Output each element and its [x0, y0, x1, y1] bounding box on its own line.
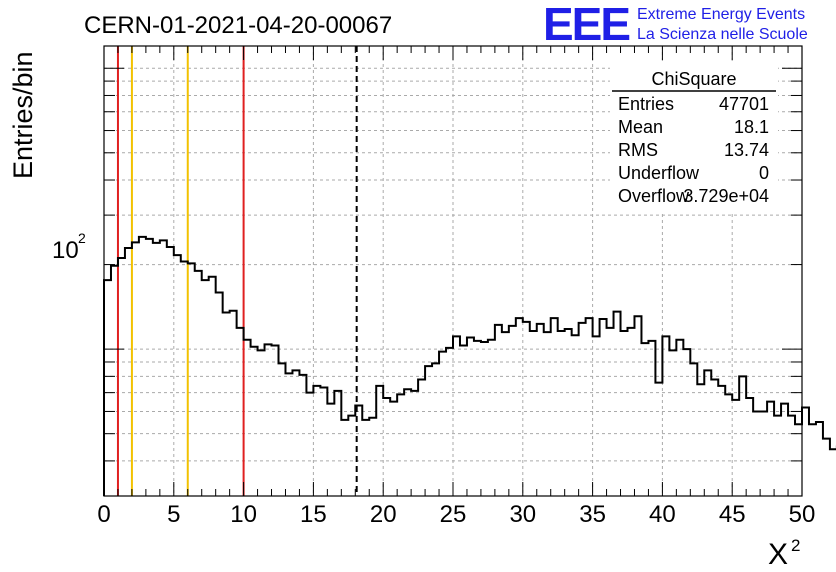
x-tick-label: 50: [789, 501, 816, 528]
stats-box: ChiSquare Entries 47701 Mean 18.1 RMS 13.74 Un…: [610, 64, 778, 212]
x-tick-label: 25: [440, 501, 467, 528]
stats-row-label: Mean: [618, 117, 663, 137]
stats-row-value: 0: [759, 163, 769, 183]
stats-row-label: Underflow: [618, 163, 700, 183]
stats-box-background: [610, 64, 778, 212]
y-tick-label-exponent: 2: [78, 230, 86, 246]
x-tick-label: 45: [719, 501, 746, 528]
plot-frame: [103, 45, 803, 497]
x-axis-label: X 2: [768, 536, 800, 571]
x-tick-label: 30: [509, 501, 536, 528]
x-axis-label-superscript: 2: [791, 536, 800, 555]
grid-lines: [104, 46, 802, 497]
stats-row-label: Overflow: [618, 186, 690, 206]
y-tick-label-base: 10: [52, 237, 79, 264]
x-tick-label: 20: [370, 501, 397, 528]
eee-logo: EEE Extreme Energy Events La Scienza nel…: [543, 0, 808, 50]
x-axis-label-main: X: [768, 538, 788, 571]
y-axis-label: Entries/bin: [8, 51, 38, 179]
y-tick-label: 10 2: [52, 230, 86, 264]
stats-row-label: RMS: [618, 140, 658, 160]
eee-logo-text: EEE: [543, 0, 629, 50]
logo-line-2: La Scienza nelle Scuole: [637, 26, 808, 43]
x-tick-label: 0: [97, 501, 110, 528]
logo-line-1: Extreme Energy Events: [637, 6, 805, 23]
x-tick-label: 35: [579, 501, 606, 528]
stats-row-value: 47701: [719, 94, 769, 114]
stats-row-value: 18.1: [734, 117, 769, 137]
stats-row-value: 3.729e+04: [683, 186, 769, 206]
x-tick-label: 10: [230, 501, 257, 528]
chart-title: CERN-01-2021-04-20-00067: [84, 12, 392, 39]
stats-row-value: 13.74: [724, 140, 769, 160]
stats-row-label: Entries: [618, 94, 674, 114]
histogram-outline: [103, 235, 836, 496]
x-tick-labels: 0 5 10 15 20 25 30 35 40 45 50: [97, 501, 815, 528]
x-tick-label: 5: [167, 501, 180, 528]
x-tick-label: 15: [300, 501, 327, 528]
marker-lines: [116, 46, 358, 496]
x-tick-label: 40: [649, 501, 676, 528]
stats-title: ChiSquare: [651, 69, 736, 89]
